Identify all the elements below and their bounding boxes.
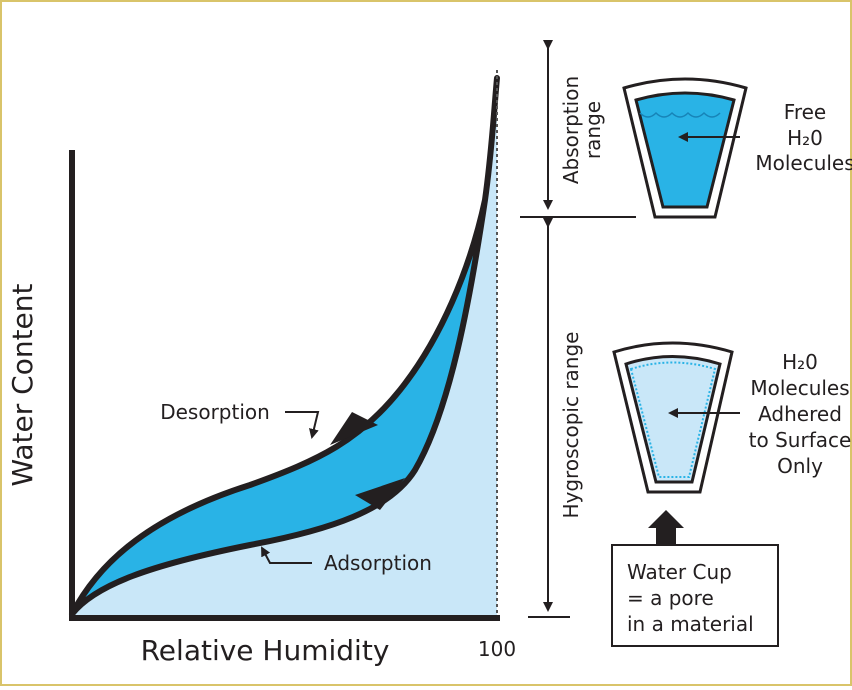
cup-text: Free — [784, 100, 826, 124]
cup-text: Molecules — [750, 376, 849, 400]
diagram: Water Content Relative Humidity 100 Deso… — [0, 0, 852, 686]
note-text: Water Cup — [627, 560, 732, 584]
note-text: in a material — [627, 612, 754, 636]
x-end-label: 100 — [478, 637, 516, 661]
page: Water Content Relative Humidity 100 Deso… — [0, 0, 852, 686]
x-axis-label: Relative Humidity — [141, 634, 390, 667]
cup-text: H₂0 — [787, 126, 823, 150]
hygroscopic-label: Hygroscopic range — [559, 331, 583, 518]
cup-text: Only — [777, 454, 823, 478]
desorption-label: Desorption — [160, 400, 270, 424]
note-text: = a pore — [627, 586, 714, 610]
y-axis-label: Water Content — [6, 283, 39, 486]
absorption-label: range — [581, 101, 605, 159]
absorption-label: Absorption — [559, 76, 583, 184]
cup-text: Adhered — [758, 402, 842, 426]
cup-text: H₂0 — [782, 350, 818, 374]
cup-text: to Surface — [749, 428, 852, 452]
adsorption-label: Adsorption — [324, 551, 432, 575]
cup-text: Molecules — [755, 151, 852, 175]
